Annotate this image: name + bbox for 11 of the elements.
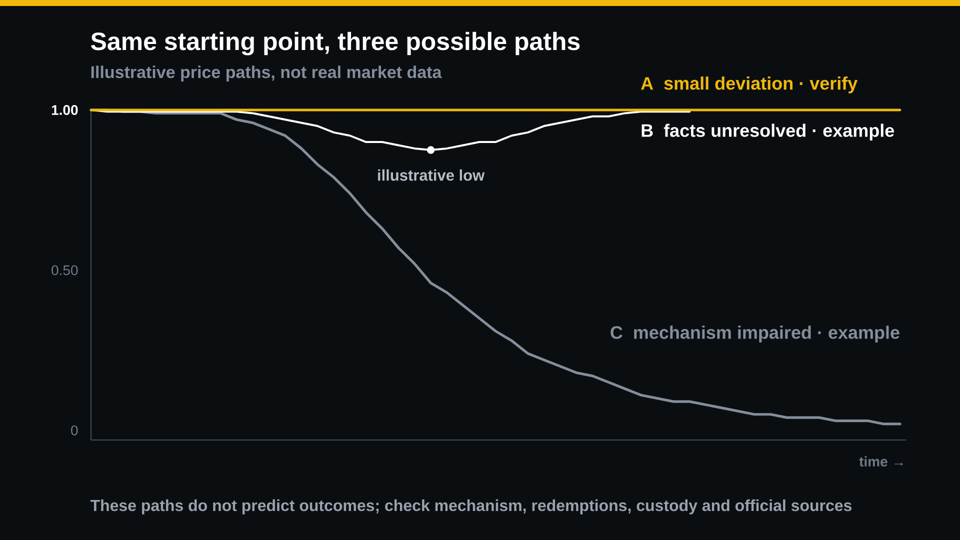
series-label: A small deviation · verify — [641, 76, 858, 94]
y-tick-label: 1.00 — [52, 105, 78, 115]
chart-title: Same starting point, three possible paths — [90, 32, 580, 56]
y-tick-label: 0 — [71, 425, 78, 436]
text: C mechanism impaired · example — [610, 326, 900, 342]
text: These paths do not predict outcomes; check mechanism, redemptions, custody and official sources — [90, 499, 852, 514]
annotation: illustrative low — [378, 169, 485, 181]
x-axis-title: time → — [859, 456, 903, 467]
chart-subtitle: Illustrative price paths, not real market data — [91, 66, 442, 82]
y-tick-label: 0.50 — [52, 265, 78, 276]
series-label: B facts unresolved · example — [642, 124, 894, 141]
